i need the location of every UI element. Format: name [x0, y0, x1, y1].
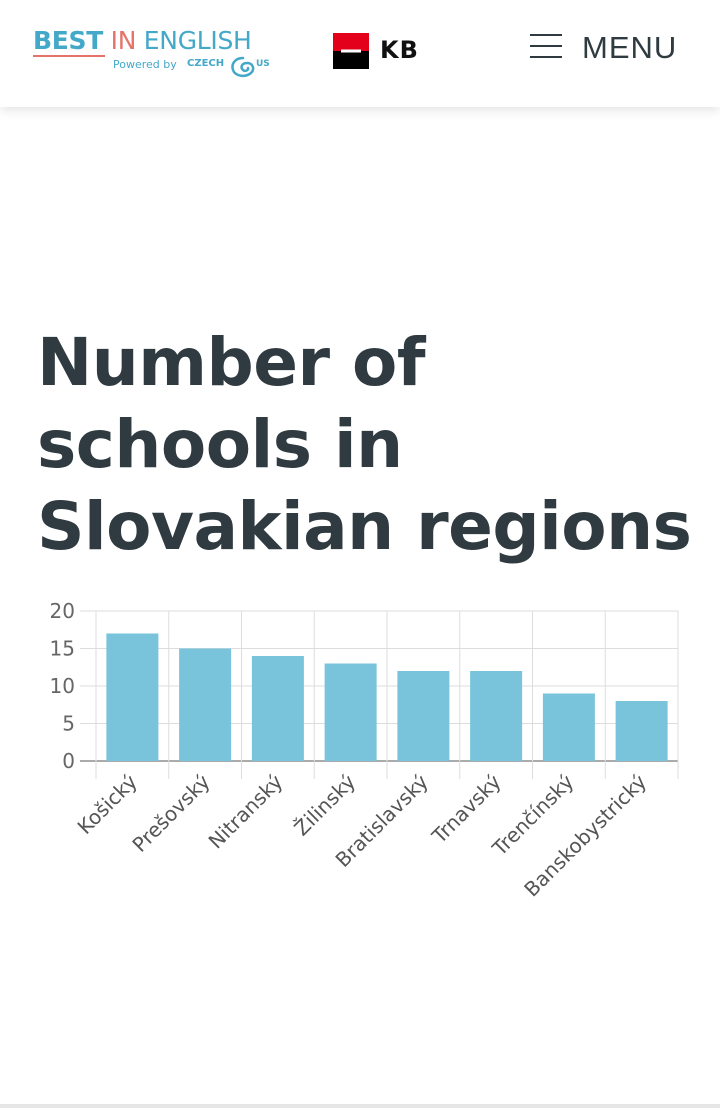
bar [615, 701, 668, 761]
menu-label: MENU [582, 30, 678, 65]
x-tick-label: Banskobystrický [519, 769, 651, 901]
bar [106, 633, 159, 761]
brand-underline [33, 55, 105, 57]
bar [251, 656, 304, 761]
y-tick-label: 10 [50, 674, 75, 698]
x-tick-label: Nitranský [204, 769, 288, 853]
brand-best: BEST [33, 26, 103, 55]
y-tick-label: 0 [62, 749, 75, 773]
brand-us: US [256, 59, 270, 69]
x-tick-label: Žilinský [289, 769, 360, 840]
swirl-icon [231, 56, 255, 78]
brand-english: ENGLISH [143, 26, 252, 55]
y-tick-label: 20 [50, 599, 75, 623]
brand-wordmark: BEST IN ENGLISH [33, 26, 252, 56]
kb-logo-icon [333, 33, 369, 69]
brand-in: IN [110, 26, 137, 55]
site-header: BEST IN ENGLISH Powered by CZECH US KB M… [0, 0, 720, 107]
page-bottom-divider [0, 1104, 720, 1108]
x-tick-label: Prešovský [127, 769, 214, 856]
page-title: Number of schools in Slovakian regions [37, 324, 692, 565]
brand-powered-by: Powered by [113, 58, 177, 71]
bar [324, 663, 377, 761]
bar [542, 693, 595, 761]
brand-czech: CZECH [187, 58, 225, 69]
hamburger-icon [530, 34, 562, 58]
y-tick-label: 15 [50, 637, 75, 661]
sponsor-name: KB [380, 36, 419, 64]
x-tick-label: Košický [73, 769, 142, 838]
bar [397, 671, 450, 761]
bar [179, 648, 232, 761]
y-tick-label: 5 [62, 712, 75, 736]
bar [470, 671, 523, 761]
